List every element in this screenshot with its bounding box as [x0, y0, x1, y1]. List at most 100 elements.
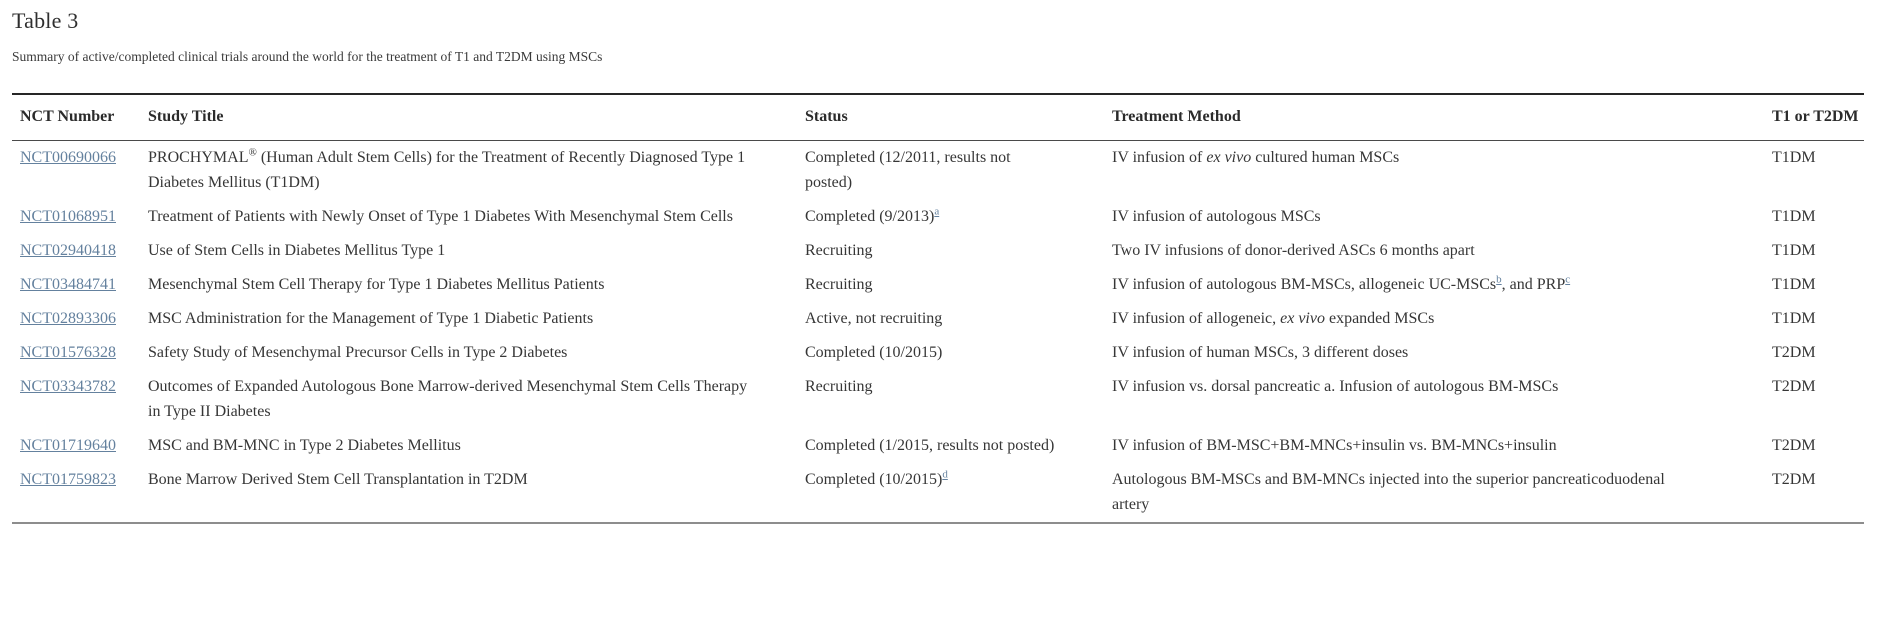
status-cell: Completed (10/2015)	[805, 336, 1112, 370]
diabetes-type-cell: T2DM	[1772, 463, 1864, 523]
column-header-treatment-method: Treatment Method	[1112, 108, 1241, 125]
table-body: NCT00690066 PROCHYMAL® (Human Adult Stem …	[12, 141, 1864, 524]
diabetes-type-cell: T2DM	[1772, 429, 1864, 463]
status-cell: Completed (1/2015, results not posted)	[805, 429, 1112, 463]
footnote-link[interactable]: a	[934, 205, 940, 218]
cell-text: Recruiting	[805, 378, 873, 395]
treatment-method-cell: IV infusion of human MSCs, 3 different d…	[1112, 336, 1772, 370]
nct-number-cell: NCT01576328	[12, 336, 148, 370]
treatment-method-cell: IV infusion of allogeneic, ex vivo expan…	[1112, 302, 1772, 336]
italic-text: ex vivo	[1206, 149, 1252, 166]
cell-text: IV infusion of BM-MSC+BM-MNCs+insulin vs…	[1112, 437, 1557, 454]
study-title-cell: PROCHYMAL® (Human Adult Stem Cells) for …	[148, 141, 805, 201]
cell-text: Use of Stem Cells in Diabetes Mellitus T…	[148, 242, 446, 259]
diabetes-type-value: T2DM	[1772, 344, 1816, 361]
registered-superscript: ®	[248, 146, 257, 159]
study-title-cell: Bone Marrow Derived Stem Cell Transplant…	[148, 463, 805, 523]
table-header: NCT Number Study Title Status Treatment …	[12, 94, 1864, 141]
diabetes-type-value: T1DM	[1772, 310, 1816, 327]
cell-text: Outcomes of Expanded Autologous Bone Mar…	[148, 378, 748, 420]
treatment-method-cell: IV infusion of autologous BM-MSCs, allog…	[1112, 268, 1772, 302]
cell-text: Two IV infusions of donor-derived ASCs 6…	[1112, 242, 1475, 259]
cell-text: Completed (10/2015)	[805, 344, 943, 361]
study-title-cell: Outcomes of Expanded Autologous Bone Mar…	[148, 370, 805, 429]
cell-text: , and PRP	[1501, 276, 1566, 293]
cell-text: Recruiting	[805, 242, 873, 259]
diabetes-type-value: T2DM	[1772, 378, 1816, 395]
study-title-cell: Safety Study of Mesenchymal Precursor Ce…	[148, 336, 805, 370]
status-cell: Recruiting	[805, 268, 1112, 302]
cell-text: MSC and BM-MNC in Type 2 Diabetes Mellit…	[148, 437, 461, 454]
diabetes-type-cell: T1DM	[1772, 200, 1864, 234]
footnote-link[interactable]: b	[1496, 273, 1502, 286]
nct-link[interactable]: NCT01068951	[20, 208, 116, 225]
column-header-study-title: Study Title	[148, 108, 224, 125]
cell-text: IV infusion of human MSCs, 3 different d…	[1112, 344, 1409, 361]
diabetes-type-cell: T1DM	[1772, 141, 1864, 201]
nct-link[interactable]: NCT01719640	[20, 437, 116, 454]
cell-text: IV infusion of autologous MSCs	[1112, 208, 1321, 225]
status-cell: Active, not recruiting	[805, 302, 1112, 336]
study-title-cell: Use of Stem Cells in Diabetes Mellitus T…	[148, 234, 805, 268]
diabetes-type-value: T2DM	[1772, 437, 1816, 454]
treatment-method-cell: Two IV infusions of donor-derived ASCs 6…	[1112, 234, 1772, 268]
treatment-method-cell: Autologous BM-MSCs and BM-MNCs injected …	[1112, 463, 1772, 523]
cell-text: Treatment of Patients with Newly Onset o…	[148, 208, 733, 225]
nct-number-cell: NCT02940418	[12, 234, 148, 268]
table-row: NCT02893306 MSC Administration for the Ma…	[12, 302, 1864, 336]
diabetes-type-value: T1DM	[1772, 149, 1816, 166]
table-row: NCT01759823 Bone Marrow Derived Stem Cell…	[12, 463, 1864, 523]
column-header-status: Status	[805, 108, 848, 125]
study-title-cell: Mesenchymal Stem Cell Therapy for Type 1…	[148, 268, 805, 302]
cell-text: IV infusion of autologous BM-MSCs, allog…	[1112, 276, 1497, 293]
cell-text: IV infusion of	[1112, 149, 1207, 166]
diabetes-type-cell: T1DM	[1772, 302, 1864, 336]
nct-link[interactable]: NCT02940418	[20, 242, 116, 259]
status-cell: Completed (9/2013)a	[805, 200, 1112, 234]
nct-link[interactable]: NCT03484741	[20, 276, 116, 293]
cell-text: (Human Adult Stem Cells) for the Treatme…	[148, 149, 746, 191]
table-row: NCT01068951 Treatment of Patients with Ne…	[12, 200, 1864, 234]
italic-text: ex vivo	[1280, 310, 1325, 327]
cell-text: Completed (9/2013)	[805, 208, 935, 225]
cell-text: cultured human MSCs	[1251, 149, 1400, 166]
column-header-nct-number: NCT Number	[20, 108, 115, 125]
footnote-link[interactable]: d	[942, 468, 948, 481]
cell-text: Bone Marrow Derived Stem Cell Transplant…	[148, 471, 528, 488]
status-cell: Completed (10/2015)d	[805, 463, 1112, 523]
nct-link[interactable]: NCT00690066	[20, 149, 116, 166]
cell-text: IV infusion vs. dorsal pancreatic a. Inf…	[1112, 378, 1559, 395]
cell-text: Mesenchymal Stem Cell Therapy for Type 1…	[148, 276, 605, 293]
table-row: NCT00690066 PROCHYMAL® (Human Adult Stem …	[12, 141, 1864, 201]
diabetes-type-cell: T2DM	[1772, 336, 1864, 370]
nct-number-cell: NCT02893306	[12, 302, 148, 336]
study-title-cell: Treatment of Patients with Newly Onset o…	[148, 200, 805, 234]
nct-link[interactable]: NCT03343782	[20, 378, 116, 395]
status-cell: Completed (12/2011, results not posted)	[805, 141, 1112, 201]
study-title-cell: MSC and BM-MNC in Type 2 Diabetes Mellit…	[148, 429, 805, 463]
cell-text: Completed (10/2015)	[805, 471, 943, 488]
footnote-superscript: a	[934, 206, 939, 218]
study-title-cell: MSC Administration for the Management of…	[148, 302, 805, 336]
table-row: NCT02940418 Use of Stem Cells in Diabetes…	[12, 234, 1864, 268]
page: Table 3 Summary of active/completed clin…	[12, 8, 1864, 524]
nct-number-cell: NCT00690066	[12, 141, 148, 201]
cell-text: Completed (12/2011, results not posted)	[805, 149, 1011, 191]
treatment-method-cell: IV infusion vs. dorsal pancreatic a. Inf…	[1112, 370, 1772, 429]
nct-link[interactable]: NCT01759823	[20, 471, 116, 488]
clinical-trials-table: NCT Number Study Title Status Treatment …	[12, 93, 1864, 524]
diabetes-type-value: T2DM	[1772, 471, 1816, 488]
nct-link[interactable]: NCT01576328	[20, 344, 116, 361]
cell-text: IV infusion of allogeneic,	[1112, 310, 1281, 327]
footnote-superscript: b	[1496, 274, 1502, 286]
nct-number-cell: NCT01759823	[12, 463, 148, 523]
table-title: Table 3	[12, 8, 79, 33]
nct-link[interactable]: NCT02893306	[20, 310, 116, 327]
table-caption: Summary of active/completed clinical tri…	[12, 49, 603, 64]
cell-text: Autologous BM-MSCs and BM-MNCs injected …	[1112, 471, 1665, 513]
cell-text: Safety Study of Mesenchymal Precursor Ce…	[148, 344, 568, 361]
header-row: NCT Number Study Title Status Treatment …	[12, 94, 1864, 141]
treatment-method-cell: IV infusion of BM-MSC+BM-MNCs+insulin vs…	[1112, 429, 1772, 463]
footnote-link[interactable]: c	[1565, 273, 1571, 286]
cell-text: PROCHYMAL	[148, 149, 249, 166]
